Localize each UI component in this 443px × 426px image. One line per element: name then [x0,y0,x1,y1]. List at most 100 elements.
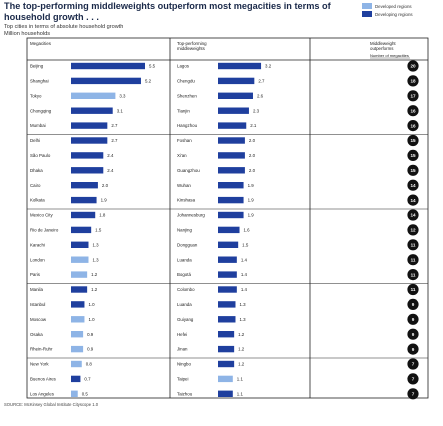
megacity-bar [71,107,113,114]
outperform-count-label: 9 [412,302,415,307]
megacity-bar [71,345,84,353]
middleweight-value-label: 2.6 [257,93,264,98]
source-note: SOURCE: McKinsey Global Institute Citysc… [4,402,99,407]
middleweight-bar [218,375,233,383]
outperform-count-label: 11 [411,272,416,277]
megacity-value-label: 3.3 [119,93,126,98]
middleweight-bar [218,167,245,174]
outperform-count-circle [407,313,419,325]
middleweight-name: Nanjing [177,228,192,233]
outperform-count-circle [407,134,419,147]
middleweight-name: Johannesburg [177,213,205,218]
middleweight-name: Bogotá [177,272,191,277]
column-header-middleweights-line2: middleweights [177,46,206,51]
middleweight-name: Tianjin [177,108,190,113]
middleweight-value-label: 2.0 [249,138,256,143]
outperform-count-label: 16 [410,123,416,128]
outperform-count-circle [407,90,419,102]
megacity-name: Beijing [30,64,44,69]
chart-title: The top-performing middleweights outperf… [4,1,331,22]
middleweight-name: Chengdu [177,79,195,84]
middleweight-value-label: 2.0 [249,153,256,158]
table-frame [26,37,429,399]
megacity-bar [71,241,89,248]
middleweight-name: Shenzhen [177,93,197,98]
outperform-count-circle [407,194,419,206]
middleweight-bar [218,316,236,323]
megacity-value-label: 0.8 [86,362,93,367]
megacity-bar [71,301,85,308]
outperform-count-label: 9 [412,347,415,352]
megacity-bar [71,271,88,278]
megacity-name: Moscow [30,317,47,322]
megacity-bar [71,122,108,129]
megacity-value-label: 0.5 [82,391,89,396]
megacity-bar [71,316,85,323]
megacity-name: Istanbul [30,302,45,307]
middleweight-bar [218,107,249,114]
outperform-count-circle [407,298,419,310]
middleweight-value-label: 1.4 [241,287,248,292]
column-header-count-line1: Middleweight [370,41,396,46]
megacity-value-label: 5.2 [145,79,152,84]
middleweight-name: Guangzhou [177,168,200,173]
megacity-value-label: 0.7 [84,377,91,382]
megacity-name: Manila [30,287,43,292]
megacity-bar [71,77,141,85]
middleweight-bar [218,256,237,263]
outperform-count-label: 7 [412,362,415,367]
middleweight-bar [218,92,253,99]
middleweight-name: Wuhan [177,183,191,188]
middleweight-name: Jinan [177,347,188,352]
outperform-count-circle [407,164,419,176]
middleweight-bar [218,271,237,278]
megacity-bar [71,360,82,368]
middleweight-name: Hangzhou [177,123,198,128]
middleweight-bar [218,137,245,144]
megacity-value-label: 2.4 [107,153,114,158]
megacity-value-label: 1.0 [88,302,95,307]
outperform-count-circle [407,224,419,236]
outperform-count-label: 7 [412,392,415,397]
megacity-bar [71,196,97,204]
middleweight-bar [218,390,233,397]
megacity-value-label: 1.3 [92,242,99,247]
middleweight-value-label: 1.2 [238,347,245,352]
middleweight-bar [218,360,235,368]
middleweight-name: Taizhou [177,391,193,396]
outperform-count-label: 11 [411,243,416,248]
megacity-name: Mexico City [30,213,53,218]
outperform-count-circle [407,269,419,281]
middleweight-value-label: 1.2 [238,332,245,337]
middleweight-name: Kinshasa [177,198,196,203]
megacity-bar [71,226,92,234]
outperform-count-circle [407,120,419,132]
middleweight-name: Luanda [177,302,192,307]
middleweight-value-label: 1.5 [242,242,249,247]
middleweight-value-label: 1.3 [239,302,246,307]
outperform-count-circle [407,254,419,266]
outperform-count-circle [407,283,419,296]
middleweight-value-label: 1.3 [239,317,246,322]
megacity-bar [71,182,98,189]
megacity-bar [71,62,145,70]
middleweight-name: Colombo [177,287,195,292]
megacity-name: Kolkata [30,198,45,203]
middleweight-value-label: 2.3 [253,108,260,113]
megacity-bar [71,167,104,174]
outperform-count-label: 14 [410,213,416,218]
outperform-count-circle [407,328,419,340]
middleweight-bar [218,331,235,338]
middleweight-value-label: 2.0 [249,168,256,173]
outperform-count-circle [407,358,419,370]
megacity-name: Rhein-Ruhr [30,347,53,352]
middleweight-value-label: 1.9 [248,198,255,203]
megacity-value-label: 1.5 [95,228,102,233]
middleweight-value-label: 1.1 [237,377,244,382]
outperform-count-label: 7 [412,377,415,382]
megacity-bar [71,286,88,293]
legend: Developed regions Developing regions [362,2,413,18]
subtitle-line-1: Top cities in terms of absolute househol… [4,24,124,30]
outperform-count-circle [407,209,419,221]
